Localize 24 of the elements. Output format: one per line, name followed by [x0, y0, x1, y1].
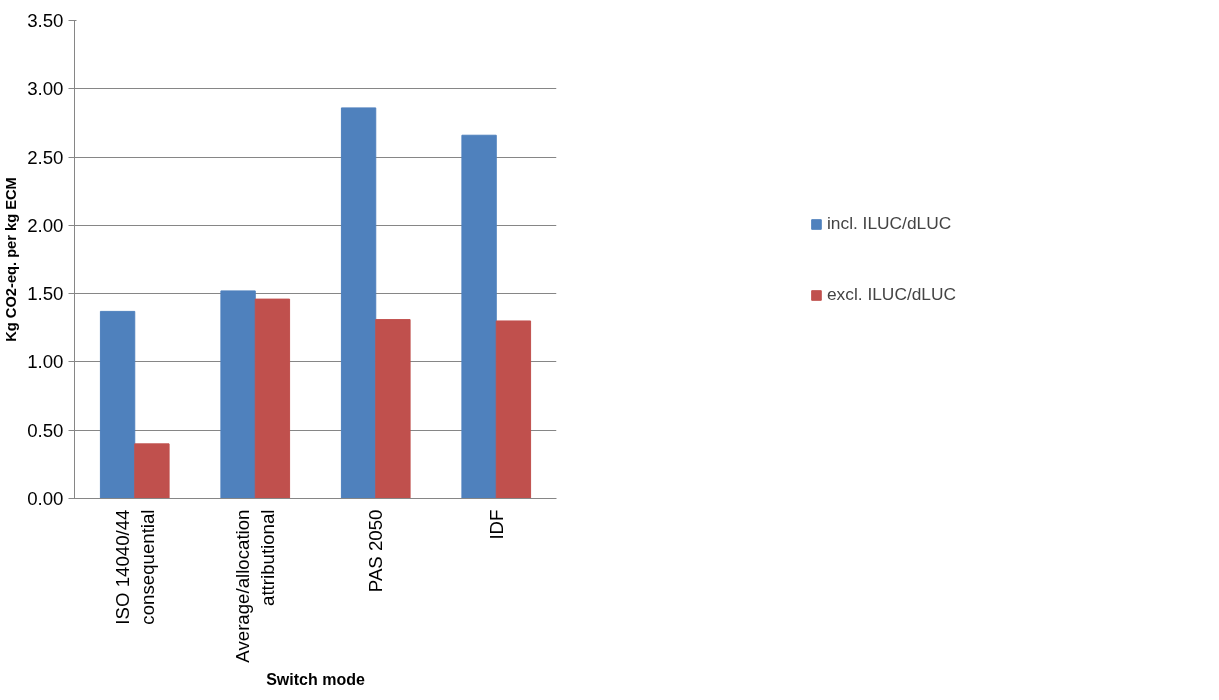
bar [134, 443, 170, 499]
y-tick-label: 3.00 [27, 78, 64, 100]
y-tick-label: 3.50 [27, 10, 64, 31]
x-axis-title: Switch mode [266, 670, 365, 688]
x-tick-label: Average/allocation attributional [232, 509, 279, 663]
y-tick-label: 2.50 [27, 146, 64, 168]
bar [220, 290, 256, 499]
bar [254, 298, 291, 499]
y-tick-label: 0.50 [27, 419, 64, 441]
bar [340, 107, 377, 499]
legend-label: incl. ILUC/dLUC [826, 213, 952, 234]
y-tick-label: 0.00 [27, 488, 64, 509]
bar [99, 310, 136, 499]
x-tick-label: ISO 14040/44 consequential [111, 509, 158, 625]
bar [495, 320, 532, 499]
y-axis-title: Kg CO2-eq. per kg ECM [3, 177, 20, 342]
legend-label: excl. ILUC/dLUC [826, 284, 957, 305]
y-tick-label: 1.50 [27, 283, 64, 305]
x-tick-label: PAS 2050 [365, 509, 387, 593]
bar [461, 134, 497, 499]
y-tick-label: 2.00 [27, 214, 64, 236]
y-tick-label: 1.00 [27, 351, 64, 373]
bar [375, 319, 411, 499]
x-tick-label: IDF [485, 509, 507, 540]
